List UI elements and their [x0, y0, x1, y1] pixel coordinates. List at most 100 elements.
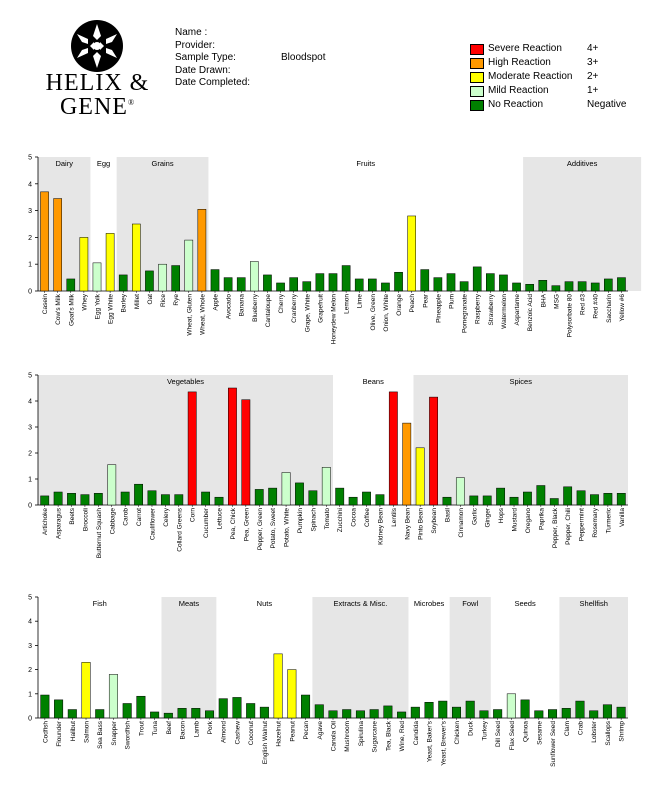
bar: [424, 702, 434, 719]
category-label: Broccoli: [82, 508, 89, 531]
bar: [263, 274, 272, 292]
category-label: Scallops: [605, 720, 612, 745]
category-label: Rye: [173, 294, 180, 306]
bar: [122, 703, 132, 719]
info-value: Bloodspot: [281, 52, 326, 64]
category-label: Pepper, Green: [257, 508, 264, 551]
legend-swatch: [470, 58, 484, 69]
category-label: Olive, Green: [370, 294, 377, 331]
y-tick-label: 3: [28, 425, 32, 432]
bar: [289, 277, 298, 292]
info-row-sample-type: Sample Type: Bloodspot: [175, 52, 325, 65]
category-label: Plum: [449, 294, 456, 309]
bar: [254, 489, 264, 506]
bar: [81, 662, 91, 719]
category-label: Collard Greens: [176, 507, 183, 551]
category-label: Butternut Squash: [96, 508, 103, 559]
bar: [214, 496, 224, 506]
category-label: Banana: [239, 294, 246, 317]
category-label: Coconut: [248, 721, 255, 745]
bar: [534, 710, 544, 719]
category-label: Agave: [317, 721, 324, 740]
category-label: Tuna: [152, 721, 159, 736]
category-label: Basil: [444, 507, 451, 522]
bar: [590, 494, 599, 506]
bar: [314, 704, 324, 719]
patient-info: Name : Provider: Sample Type: Bloodspot D…: [175, 27, 325, 90]
category-label: Hops: [498, 507, 505, 523]
bar: [551, 285, 561, 292]
bar: [617, 277, 626, 292]
bar: [335, 487, 345, 506]
bar: [201, 491, 211, 506]
bar: [355, 710, 365, 719]
group-label: Additives: [567, 159, 598, 168]
category-label: Navy Bean: [404, 508, 411, 540]
group-label: Egg: [97, 159, 110, 168]
bar: [538, 280, 548, 292]
bar: [53, 491, 63, 506]
category-label: Pineapple: [435, 294, 442, 323]
category-label: Benzoic Acid: [527, 294, 534, 332]
legend-label: Severe Reaction: [488, 43, 562, 54]
group-band: [413, 375, 628, 505]
legend-label: Moderate Reaction: [488, 71, 573, 82]
bar: [342, 709, 352, 719]
bar: [394, 271, 403, 292]
bar: [287, 669, 297, 719]
category-label: Potato, Sweet: [270, 508, 277, 549]
info-label: Sample Type:: [175, 52, 236, 64]
info-row-date-drawn: Date Drawn:: [175, 65, 250, 78]
group-label: Microbes: [414, 599, 445, 608]
bar: [136, 695, 146, 719]
bar: [308, 490, 318, 506]
bar: [433, 277, 443, 292]
group-label: Seeds: [514, 599, 536, 608]
bar: [191, 708, 201, 719]
category-label: Lobster: [591, 720, 598, 743]
category-label: Cocoa: [351, 508, 358, 527]
bar: [321, 467, 331, 506]
bar: [438, 700, 448, 719]
category-label: Goat's Milk: [68, 293, 75, 326]
info-row-date-completed: Date Completed:: [175, 77, 250, 90]
bar: [281, 472, 291, 506]
legend-swatch: [470, 72, 484, 83]
bar: [174, 494, 184, 506]
category-label: Hazelnut: [276, 721, 283, 747]
category-label: Oregano: [525, 508, 532, 534]
bar: [328, 710, 338, 719]
bar: [604, 278, 613, 292]
group-label: Fruits: [356, 159, 375, 168]
group-label: Spices: [509, 377, 532, 386]
bar: [315, 273, 325, 292]
bar: [465, 700, 475, 719]
bar: [232, 697, 242, 719]
bar: [576, 490, 586, 506]
category-label: Pinto Bean: [418, 508, 425, 540]
category-label: Wheat, Gluten: [186, 294, 193, 336]
category-label: Pork: [207, 720, 214, 734]
bar: [259, 706, 269, 719]
category-label: Yeast, Baker's: [427, 720, 434, 762]
info-label: Date Drawn:: [175, 64, 231, 76]
group-band: [559, 597, 628, 718]
category-label: Artichoke: [42, 508, 49, 535]
category-label: Orange: [396, 294, 403, 316]
bar: [575, 700, 585, 719]
category-label: Celery: [163, 507, 170, 527]
chart-fish-meats-nuts-fowl-seeds-shellfish: Fish Meats Nuts Extracts & Misc. Microbes Fow…: [28, 595, 628, 767]
bar: [493, 709, 503, 719]
bar: [79, 237, 89, 292]
bar: [469, 495, 479, 506]
category-label: Onion, White: [383, 294, 390, 332]
bar: [67, 709, 77, 719]
bar: [120, 491, 130, 506]
chart-vegetables-beans-spices: Vegetables Beans Spices 0 1 2 3 4 5 Artichoke Aspa…: [28, 373, 628, 559]
bar: [301, 694, 311, 719]
category-label: Cinnamon: [458, 508, 465, 538]
category-label: Strawberry: [488, 293, 495, 325]
info-label: Name :: [175, 27, 208, 38]
bar: [420, 269, 430, 292]
bar: [40, 694, 50, 719]
